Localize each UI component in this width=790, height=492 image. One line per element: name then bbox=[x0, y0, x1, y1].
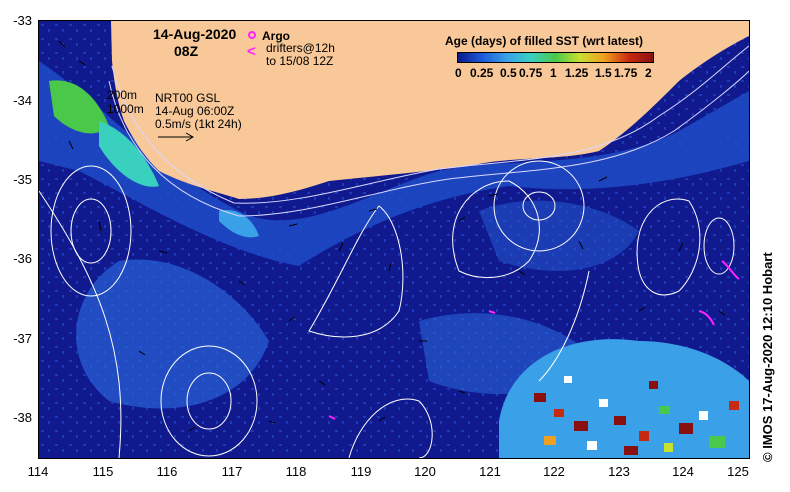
colorbar-tick: 0.25 bbox=[470, 66, 494, 80]
velocity-scale-label: 0.5m/s (1kt 24h) bbox=[155, 117, 242, 131]
lon-tick: 116 bbox=[156, 464, 178, 479]
warm-eddy-patch bbox=[76, 259, 269, 409]
product-time: 14-Aug 06:00Z bbox=[155, 104, 235, 118]
lon-tick: 122 bbox=[543, 464, 565, 479]
shelf-water bbox=[39, 61, 749, 266]
lon-tick: 121 bbox=[479, 464, 501, 479]
lat-tick: -34 bbox=[13, 93, 32, 108]
lat-tick: -38 bbox=[13, 410, 32, 425]
colorbar-tick: 1 bbox=[550, 66, 557, 80]
map-panel bbox=[38, 20, 750, 459]
map-time: 08Z bbox=[174, 43, 199, 59]
velocity-vectors bbox=[58, 40, 726, 432]
colorbar bbox=[457, 52, 654, 63]
velocity-scale-arrow-icon bbox=[158, 132, 195, 142]
lon-tick: 117 bbox=[221, 464, 243, 479]
colorbar-tick: 1.5 bbox=[595, 66, 612, 80]
lon-tick: 119 bbox=[350, 464, 372, 479]
central-patch bbox=[479, 200, 639, 271]
drifter-marker-icon: < bbox=[247, 43, 256, 60]
lon-tick: 118 bbox=[285, 464, 307, 479]
coastal-green-3 bbox=[219, 210, 259, 238]
coastal-green-1 bbox=[49, 80, 109, 134]
legend-title: Age (days) of filled SST (wrt latest) bbox=[445, 34, 644, 48]
contour-1000m bbox=[108, 70, 749, 217]
drifters-label: drifters@12h bbox=[266, 41, 335, 55]
colorbar-tick: 1.25 bbox=[565, 66, 589, 80]
colorbar-tick: 1.75 bbox=[614, 66, 638, 80]
contour-200m bbox=[111, 45, 749, 204]
lon-tick: 120 bbox=[414, 464, 436, 479]
sea-level-contours bbox=[39, 160, 735, 458]
filled-sst-speckles bbox=[534, 376, 739, 455]
drifters-range: to 15/08 12Z bbox=[266, 54, 334, 68]
lat-tick: -35 bbox=[13, 172, 32, 187]
map-date: 14-Aug-2020 bbox=[153, 26, 237, 42]
colorbar-tick: 0.5 bbox=[500, 66, 517, 80]
land-western-australia bbox=[111, 21, 749, 199]
coastal-green-2 bbox=[99, 121, 159, 187]
lat-tick: -37 bbox=[13, 331, 32, 346]
lat-tick: -36 bbox=[13, 251, 32, 266]
colorbar-tick: 2 bbox=[645, 66, 652, 80]
argo-marker-icon bbox=[248, 31, 256, 39]
drifter-tracks bbox=[328, 260, 740, 420]
colorbar-tick: 0 bbox=[455, 66, 462, 80]
colorbar-tick: 0.75 bbox=[519, 66, 543, 80]
lat-tick: -33 bbox=[13, 13, 32, 28]
product-label: NRT00 GSL bbox=[155, 91, 221, 105]
sst-map bbox=[39, 21, 749, 458]
contour-200-label: 200m bbox=[107, 88, 138, 102]
lon-tick: 125 bbox=[727, 464, 749, 479]
lon-tick: 123 bbox=[608, 464, 630, 479]
lon-tick: 114 bbox=[27, 464, 49, 479]
credit-text: © IMOS 17-Aug-2020 12:10 Hobart bbox=[760, 252, 775, 462]
contour-1000-label: 1000m bbox=[107, 102, 144, 116]
argo-label: Argo bbox=[262, 29, 290, 43]
lon-tick: 124 bbox=[672, 464, 694, 479]
lon-tick: 115 bbox=[92, 464, 114, 479]
